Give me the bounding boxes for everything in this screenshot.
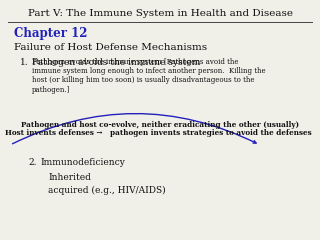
Text: Pathogen avoids the immune system: Pathogen avoids the immune system [32, 58, 203, 67]
Text: acquired (e.g., HIV/AIDS): acquired (e.g., HIV/AIDS) [48, 186, 166, 195]
Text: 2.: 2. [28, 158, 36, 167]
Text: Host invents defenses →   pathogen invents strategies to avoid the defenses: Host invents defenses → pathogen invents… [5, 129, 312, 137]
FancyArrowPatch shape [12, 114, 256, 144]
Text: Pathogen avoids the immune system [Pathogens avoid the
immune system long enough: Pathogen avoids the immune system [Patho… [32, 58, 266, 94]
Text: 1.: 1. [20, 58, 28, 67]
Text: Failure of Host Defense Mechanisms: Failure of Host Defense Mechanisms [14, 43, 207, 52]
Text: Part V: The Immune System in Health and Disease: Part V: The Immune System in Health and … [28, 9, 292, 18]
Text: Immunodeficiency: Immunodeficiency [40, 158, 125, 167]
Text: Inherited: Inherited [48, 173, 91, 182]
Text: Chapter 12: Chapter 12 [14, 27, 87, 40]
Text: Pathogen and host co-evolve, neither eradicating the other (usually): Pathogen and host co-evolve, neither era… [21, 121, 299, 129]
